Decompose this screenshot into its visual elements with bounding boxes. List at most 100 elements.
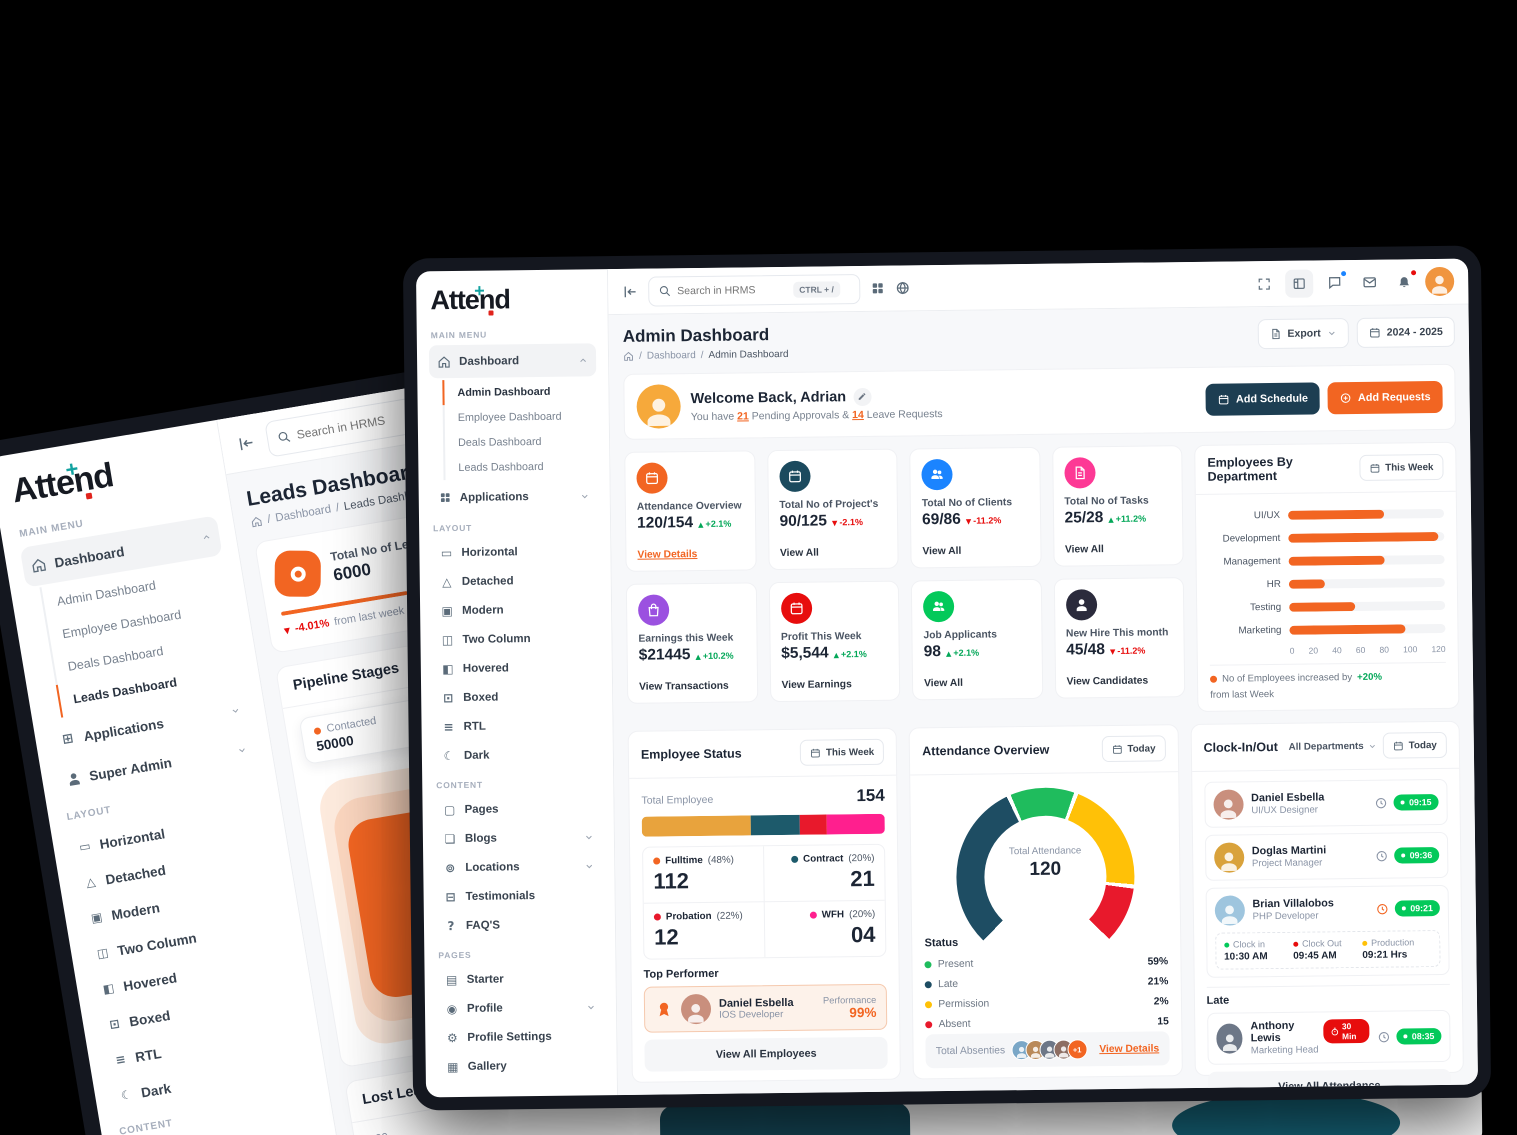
plus-circle-icon [1340,392,1352,404]
sidebar-item-gallery[interactable]: ▦ Gallery [446,1059,507,1074]
search-shortcut: CTRL + / [793,280,840,298]
view-all-link[interactable]: View All [1064,544,1104,556]
user-avatar[interactable] [1425,266,1455,297]
view-all-link[interactable]: View All [924,677,964,690]
sidebar-item-modern[interactable]: ▣ Modern [441,603,504,618]
sidebar-item-testimonials[interactable]: ⊟ Testimonials [445,889,536,904]
attend-logo: Attend + [430,280,511,316]
top-performer-label: Top Performer [643,967,719,981]
doc-icon [1063,457,1096,489]
stat-card-applicants: Job Applicants 98 ▲ +2.1% View All [910,578,1043,701]
pending-approvals-link[interactable]: 21 [737,409,749,423]
gallery-icon: ▦ [446,1059,459,1074]
sidebar-item-faqs[interactable]: ? FAQ'S [436,909,603,940]
total-employee-value: 154 [856,785,885,806]
two-column-layout-icon: ◫ [95,945,110,961]
sidebar-item-deals-dashboard[interactable]: Deals Dashboard [458,435,542,449]
sidebar-item-profile[interactable]: ◉ Profile [437,992,604,1023]
chat-icon[interactable] [1320,269,1348,297]
view-details-link[interactable]: View Details [1099,1042,1160,1055]
sidebar-item-boxed[interactable]: ⊡ Boxed [443,690,499,705]
search-icon [276,429,292,445]
users-icon [921,458,953,491]
sidebar-item-applications[interactable]: Applications [431,480,598,513]
sidebar-item-leads-dashboard[interactable]: Leads Dashboard [458,460,544,474]
sidebar-item-locations[interactable]: ⊚ Locations [435,851,602,882]
sidebar-item-rtl[interactable]: ≡ RTL [443,719,486,734]
hovered-layout-icon: ◧ [101,980,116,997]
view-all-attendance-button[interactable]: View All Attendance [1207,1068,1452,1096]
edit-profile-icon[interactable] [852,387,872,406]
view-details-link[interactable]: View Details [637,549,698,561]
clock-row[interactable]: Daniel Esbella UI/UX Designer 09:15 [1203,778,1448,828]
clock-row-expanded[interactable]: Brian Villalobos PHP Developer 09:21 Cloc… [1205,884,1450,978]
late-clock-row[interactable]: Anthony Lewis 30 Min Marketing Head [1206,1009,1451,1065]
hovered-layout-icon: ◧ [442,661,454,676]
sidebar-item-blogs[interactable]: ❏ Blogs [435,822,602,853]
sidebar-item-pages[interactable]: ▢Pages [443,802,499,817]
chevron-down-icon [584,861,594,871]
view-earnings-link[interactable]: View Earnings [781,679,852,692]
view-all-link[interactable]: View All [779,547,819,560]
view-all-employees-button[interactable]: View All Employees [644,1036,889,1072]
add-requests-button[interactable]: Add Requests [1327,380,1443,415]
today-button[interactable]: Today [1101,735,1166,763]
sidebar-item-dark[interactable]: ☾ Dark [443,748,490,763]
mail-icon[interactable] [1355,268,1383,296]
more-absentees-badge[interactable]: +1 [1067,1039,1088,1060]
export-icon [1269,328,1281,340]
layout-toggle-icon[interactable] [1285,268,1314,298]
view-all-link[interactable]: View All [922,545,962,558]
fullscreen-icon[interactable] [1250,269,1278,297]
clock-row[interactable]: Doglas Martini Project Manager 09:36 [1204,831,1449,881]
top-performer-card[interactable]: Daniel Esbella IOS Developer Performance… [643,983,888,1033]
search-input[interactable] [677,283,788,297]
sidebar-item-dashboard[interactable]: Dashboard [428,343,597,379]
avatar [1213,789,1244,820]
starter-icon: ▤ [445,972,458,987]
chevron-up-icon [578,355,588,365]
sidebar-item-hovered[interactable]: ◧ Hovered [442,661,509,676]
sidebar-item-admin-dashboard[interactable]: Admin Dashboard [442,378,597,406]
apps-grid-icon[interactable] [870,281,885,296]
this-week-button[interactable]: This Week [799,738,885,766]
globe-icon[interactable] [895,280,910,295]
view-candidates-link[interactable]: View Candidates [1066,675,1149,688]
sidebar-item-profile-settings[interactable]: ⚙ Profile Settings [446,1030,552,1045]
probation-dot [653,913,661,921]
export-button[interactable]: Export [1257,318,1349,350]
calendar-icon [1111,743,1122,754]
leave-requests-link[interactable]: 14 [852,408,864,421]
stat-card-projects: Total No of Project's 90/125 ▼ -2.1% View … [766,448,899,571]
clock-in-badge: 08:35 [1396,1027,1442,1045]
add-schedule-button[interactable]: Add Schedule [1205,382,1321,416]
sidebar-collapse-icon[interactable] [622,283,638,299]
pages-icon: ▢ [443,802,456,817]
wfh-dot [809,911,817,919]
admin-dashboard-screen: Attend + MAIN MENU Dashboard Admin Dashbo… [402,245,1492,1111]
today-button[interactable]: Today [1382,731,1447,759]
faq-icon: ? [447,918,455,933]
search-box[interactable]: CTRL + / [648,273,861,307]
bell-icon[interactable] [1390,268,1418,296]
year-range-button[interactable]: 2024 - 2025 [1356,316,1455,348]
section-label: MAIN MENU [430,329,488,341]
avatar [680,993,712,1025]
sidebar-collapse-icon[interactable] [236,432,257,453]
x-axis-ticks: 0 20 40 60 80 100 120 [1289,643,1446,656]
attend-logo: Attend + [9,455,116,511]
sidebar-item-starter[interactable]: ▤ Starter [445,972,504,987]
this-week-button[interactable]: This Week [1359,453,1444,481]
home-icon [30,556,48,574]
welcome-title: Welcome Back, Adrian [690,388,847,407]
stats-grid: Attendance Overview 120/154 ▲ +2.1% View D… [624,445,1186,719]
view-transactions-link[interactable]: View Transactions [639,680,729,693]
sidebar-item-detached[interactable]: △ Detached [432,565,599,596]
dark-mode-icon: ☾ [119,1087,133,1103]
chevron-up-icon [201,531,213,543]
sidebar-item-employee-dashboard[interactable]: Employee Dashboard [457,410,562,424]
employee-status-panel: Employee Status This Week Total Employee… [627,727,902,1083]
sidebar-item-two-column[interactable]: ◫ Two Column [441,632,531,647]
sidebar-item-horizontal[interactable]: ▭ Horizontal [440,545,518,560]
departments-dropdown[interactable]: All Departments [1289,740,1377,752]
